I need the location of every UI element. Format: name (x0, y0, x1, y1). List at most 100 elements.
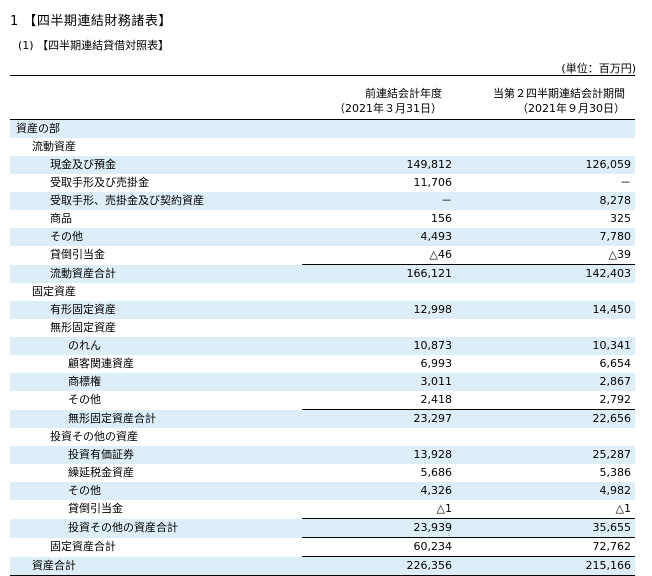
prev-period-value (302, 428, 454, 446)
row-label: 商標権 (10, 373, 302, 391)
current-period-value: 72,762 (454, 537, 635, 557)
prev-period-value: 226,356 (302, 556, 454, 576)
row-label: 固定資産 (32, 285, 76, 298)
header-current-period-date: （2021年９月30日） (517, 102, 625, 115)
prev-period-value: 23,297 (302, 409, 454, 428)
row-label: その他 (68, 393, 101, 407)
table-row: 顧客関連資産 6,993 6,654 (10, 355, 635, 373)
prev-period-value: 12,998 (302, 301, 454, 319)
current-period-value: 126,059 (454, 156, 635, 174)
prev-period-value: 149,812 (302, 156, 454, 174)
row-label: 現金及び預金 (10, 156, 302, 174)
prev-period-value: － (302, 192, 454, 210)
current-period-value: 25,287 (454, 446, 635, 464)
row-label: 資産合計 (10, 556, 302, 576)
prev-period-value: 13,928 (302, 446, 454, 464)
balance-sheet-table: 前連結会計年度 （2021年３月31日） 当第２四半期連結会計期間 （2021年… (10, 75, 635, 576)
table-row: 投資有価証券 13,928 25,287 (10, 446, 635, 464)
section-title: 1 【四半期連結財務諸表】 (10, 14, 172, 29)
row-label: 顧客関連資産 (68, 357, 134, 370)
row-label: 受取手形及び売掛金 (50, 176, 149, 189)
prev-period-value: 6,993 (420, 357, 453, 370)
current-period-value: 4,982 (454, 482, 635, 500)
current-period-value: △39 (608, 248, 631, 261)
row-label: 有形固定資産 (10, 301, 302, 319)
current-period-value: 215,166 (454, 556, 635, 576)
prev-period-value: △46 (429, 248, 452, 261)
table-row: 資産の部 (10, 119, 635, 138)
header-prev-period: 前連結会計年度 （2021年３月31日） (302, 75, 454, 120)
prev-period-value (302, 319, 454, 337)
current-period-value: 325 (610, 212, 631, 225)
prev-period-value: 166,121 (302, 264, 454, 283)
table-row: 投資その他の資産 (10, 428, 635, 446)
row-label: のれん (10, 337, 302, 355)
prev-period-value (302, 283, 454, 301)
row-label: 流動資産 (32, 140, 76, 153)
current-period-value: △1 (615, 502, 631, 515)
prev-period-value (302, 119, 454, 138)
row-label: 流動資産合計 (10, 264, 302, 283)
table-row: 貸倒引当金 △46 △39 (10, 246, 635, 265)
current-period-value (454, 428, 635, 446)
row-label: 無形固定資産合計 (10, 409, 302, 428)
table-title: (1) 【四半期連結貸借対照表】 (18, 39, 170, 52)
table-row: 固定資産合計 60,234 72,762 (10, 537, 635, 557)
row-label: 受取手形、売掛金及び契約資産 (10, 192, 302, 210)
current-period-value: 8,278 (454, 192, 635, 210)
current-period-value: 10,341 (454, 337, 635, 355)
prev-period-value: 156 (431, 212, 452, 225)
table-row: のれん 10,873 10,341 (10, 337, 635, 355)
prev-period-value: 23,939 (302, 518, 454, 538)
prev-period-value: 4,326 (302, 482, 454, 500)
prev-period-value (302, 138, 454, 156)
table-row: 繰延税金資産 5,686 5,386 (10, 464, 635, 482)
header-row: 前連結会計年度 （2021年３月31日） 当第２四半期連結会計期間 （2021年… (10, 75, 635, 120)
current-period-value: 14,450 (454, 301, 635, 319)
row-label: 貸倒引当金 (68, 502, 123, 516)
table-row: 流動資産 (10, 138, 635, 156)
table-row: 現金及び預金 149,812 126,059 (10, 156, 635, 174)
current-period-value: 35,655 (454, 518, 635, 538)
row-label: 投資その他の資産 (50, 430, 138, 443)
row-label: 貸倒引当金 (50, 248, 105, 262)
current-period-value: 2,792 (599, 393, 632, 406)
header-current-period: 当第２四半期連結会計期間 （2021年９月30日） (454, 75, 635, 120)
table-row: 無形固定資産 (10, 319, 635, 337)
table-row: その他 4,493 7,780 (10, 228, 635, 246)
current-period-value: 5,386 (599, 466, 632, 479)
header-prev-period-label: 前連結会計年度 (365, 87, 442, 100)
row-label: 繰延税金資産 (68, 466, 134, 479)
prev-period-value: 4,493 (302, 228, 454, 246)
current-period-value: 6,654 (599, 357, 632, 370)
table-row: 資産合計 226,356 215,166 (10, 556, 635, 576)
prev-period-value: 2,418 (420, 393, 453, 406)
table-row: 固定資産 (10, 283, 635, 301)
current-period-value: 22,656 (454, 409, 635, 428)
unit-label: (単位：百万円) (561, 62, 636, 75)
row-label: その他 (10, 482, 302, 500)
table-row: 受取手形及び売掛金 11,706 － (10, 174, 635, 192)
row-label: 固定資産合計 (50, 540, 116, 553)
prev-period-value: △1 (436, 502, 452, 515)
row-label: 投資有価証券 (10, 446, 302, 464)
current-period-value (454, 283, 635, 301)
prev-period-value: 11,706 (413, 176, 453, 189)
table-row: 受取手形、売掛金及び契約資産－ 8,278 (10, 192, 635, 210)
row-label: 無形固定資産 (50, 321, 116, 334)
current-period-value (454, 138, 635, 156)
prev-period-value: 5,686 (420, 466, 453, 479)
prev-period-value: 3,011 (302, 373, 454, 391)
row-label: その他 (10, 228, 302, 246)
table-row: 無形固定資産合計 23,297 22,656 (10, 409, 635, 428)
row-label: 商品 (50, 212, 72, 225)
prev-period-value: 10,873 (302, 337, 454, 355)
current-period-value: 2,867 (454, 373, 635, 391)
current-period-value: 142,403 (454, 264, 635, 283)
table-row: 商標権 3,011 2,867 (10, 373, 635, 391)
current-period-value: － (620, 176, 631, 189)
table-row: 貸倒引当金 △1 △1 (10, 500, 635, 519)
prev-period-value: 60,234 (302, 537, 454, 557)
row-label: 投資その他の資産合計 (10, 518, 302, 538)
table-row: 投資その他の資産合計 23,939 35,655 (10, 518, 635, 538)
